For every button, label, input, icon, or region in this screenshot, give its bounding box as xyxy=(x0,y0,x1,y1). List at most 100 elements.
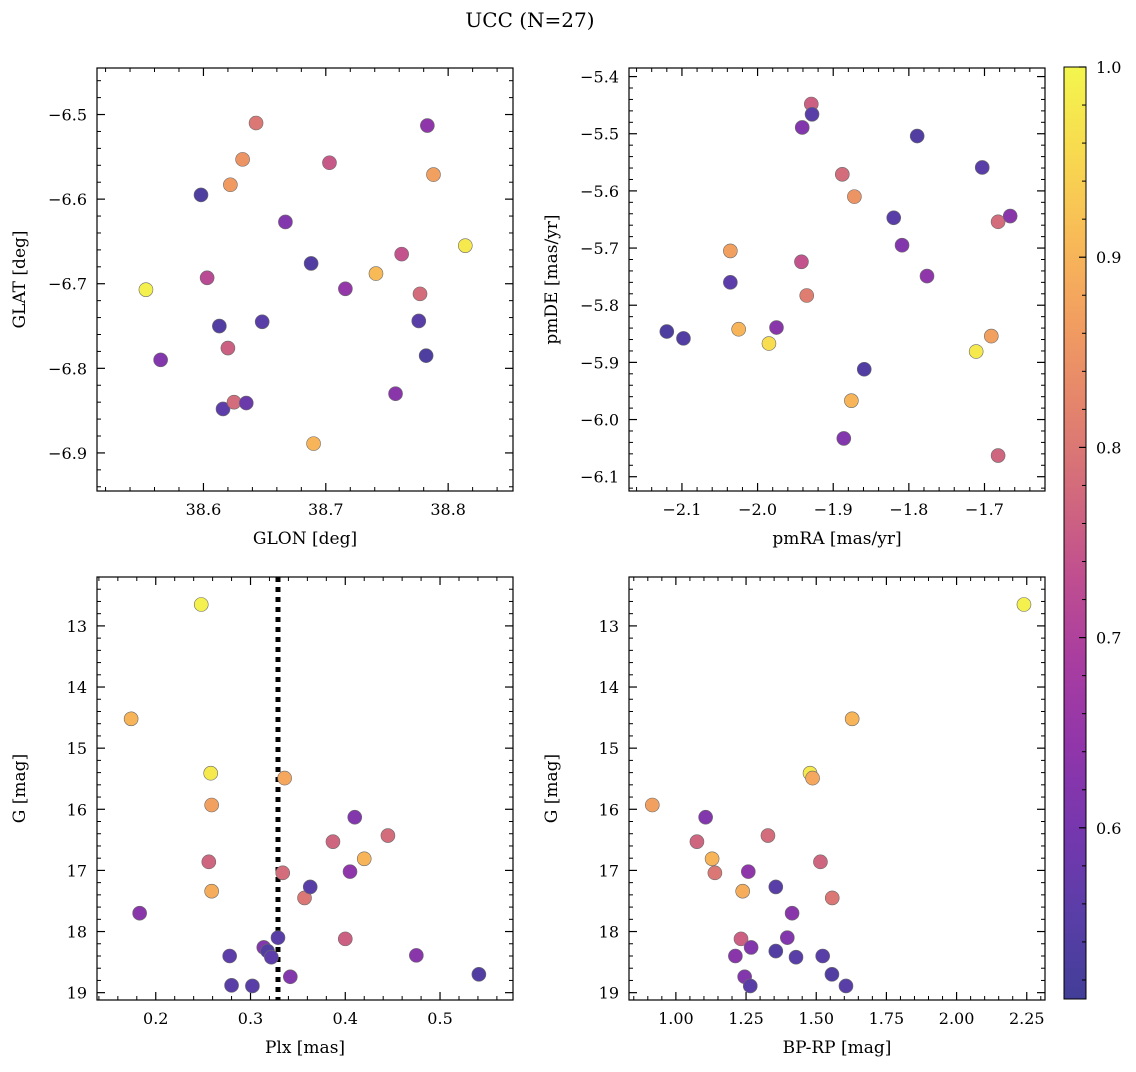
data-point xyxy=(676,331,691,346)
data-point xyxy=(193,187,209,203)
data-point xyxy=(412,286,428,302)
data-point xyxy=(723,275,738,290)
y-tick-label: −6.8 xyxy=(48,359,87,378)
x-tick-label: −1.8 xyxy=(889,500,928,519)
data-point xyxy=(153,352,168,368)
axes-frame xyxy=(628,67,1046,492)
data-point xyxy=(306,436,321,451)
data-point xyxy=(199,270,215,286)
x-axis-label: pmRA [mas/yr] xyxy=(772,529,901,549)
x-tick-label: 38.8 xyxy=(430,500,466,519)
x-tick-label: 38.7 xyxy=(308,500,344,519)
data-point xyxy=(201,854,217,870)
x-tick-label: −1.7 xyxy=(965,500,1004,519)
data-point xyxy=(275,865,291,881)
colorbar-tick-label: 0.6 xyxy=(1096,819,1121,838)
y-tick-label: −5.9 xyxy=(580,353,619,372)
points-layer xyxy=(123,577,487,1000)
data-point xyxy=(394,246,409,262)
x-tick-label: −2.1 xyxy=(663,500,702,519)
y-axis-label: pmDE [mas/yr] xyxy=(542,214,562,344)
data-point xyxy=(223,177,238,193)
data-point xyxy=(380,828,396,843)
y-tick-label: 15 xyxy=(599,739,619,758)
data-point xyxy=(804,107,820,122)
y-axis-label: G [mag] xyxy=(10,754,30,823)
y-tick-label: −6.6 xyxy=(48,190,87,209)
y-tick-label: −6.7 xyxy=(48,275,87,294)
colorbar-tick-label: 1.0 xyxy=(1096,58,1121,77)
data-point xyxy=(347,809,363,825)
data-point xyxy=(411,313,427,329)
x-tick-label: 1.00 xyxy=(658,1009,694,1028)
x-tick-label: 1.75 xyxy=(869,1009,905,1028)
data-point xyxy=(824,967,840,982)
data-point xyxy=(138,282,154,297)
data-point xyxy=(388,386,403,402)
x-tick-label: −1.9 xyxy=(814,500,853,519)
data-point xyxy=(780,930,795,945)
data-point xyxy=(704,851,720,867)
data-point xyxy=(768,879,784,895)
data-point xyxy=(238,395,254,411)
y-tick-label: −6.0 xyxy=(580,411,619,430)
data-point xyxy=(132,905,147,921)
y-tick-label: −6.5 xyxy=(48,106,87,125)
data-point xyxy=(698,809,713,825)
x-tick-label: 2.25 xyxy=(1009,1009,1045,1028)
data-point xyxy=(768,943,784,959)
data-point xyxy=(224,978,239,993)
data-point xyxy=(338,281,353,297)
y-tick-label: 19 xyxy=(599,984,619,1003)
data-point xyxy=(788,949,804,965)
data-point xyxy=(886,210,902,226)
colorbar-tick-label: 0.9 xyxy=(1096,248,1121,267)
points-layer xyxy=(644,597,1032,994)
data-point xyxy=(325,834,341,849)
panel-plx-g: 0.2 0.3 0.4 0.5 13 14 15 16 17 18 19 Plx [mas] G [ma… xyxy=(10,576,514,1058)
data-point xyxy=(235,152,250,167)
y-tick-label: −6.1 xyxy=(580,468,619,487)
x-tick-label: 0.3 xyxy=(238,1009,263,1028)
data-point xyxy=(813,854,828,870)
data-point xyxy=(919,268,935,284)
data-point xyxy=(204,883,219,899)
data-point xyxy=(337,931,353,947)
y-tick-label: 14 xyxy=(67,678,87,697)
points-layer xyxy=(138,115,473,451)
y-tick-label: 18 xyxy=(599,923,619,942)
data-point xyxy=(471,967,487,982)
colorbar-tick-label: 0.8 xyxy=(1096,438,1121,457)
data-point xyxy=(707,865,723,881)
data-point xyxy=(689,834,705,849)
data-point xyxy=(356,851,372,867)
data-point xyxy=(990,448,1006,463)
data-point xyxy=(983,328,999,344)
data-point xyxy=(248,115,264,131)
data-point xyxy=(784,905,800,921)
data-point xyxy=(409,948,424,963)
data-point xyxy=(844,393,859,408)
data-point xyxy=(277,770,292,786)
y-tick-label: −5.4 xyxy=(580,68,619,87)
data-point xyxy=(769,320,784,335)
x-tick-label: 2.00 xyxy=(939,1009,975,1028)
data-point xyxy=(222,948,237,964)
data-point xyxy=(270,930,286,945)
data-point xyxy=(723,243,738,259)
data-point xyxy=(204,797,219,813)
y-tick-label: 13 xyxy=(599,617,619,636)
data-point xyxy=(418,348,434,363)
y-axis-label: G [mag] xyxy=(542,754,562,823)
data-point xyxy=(302,879,318,895)
data-point xyxy=(990,214,1006,230)
y-tick-label: −5.7 xyxy=(580,239,619,258)
x-tick-label: 1.25 xyxy=(728,1009,764,1028)
data-point xyxy=(799,288,815,303)
data-point xyxy=(278,214,293,230)
data-point xyxy=(1002,208,1018,224)
x-tick-label: −2.0 xyxy=(738,500,777,519)
data-point xyxy=(838,978,854,994)
data-point xyxy=(733,931,749,947)
